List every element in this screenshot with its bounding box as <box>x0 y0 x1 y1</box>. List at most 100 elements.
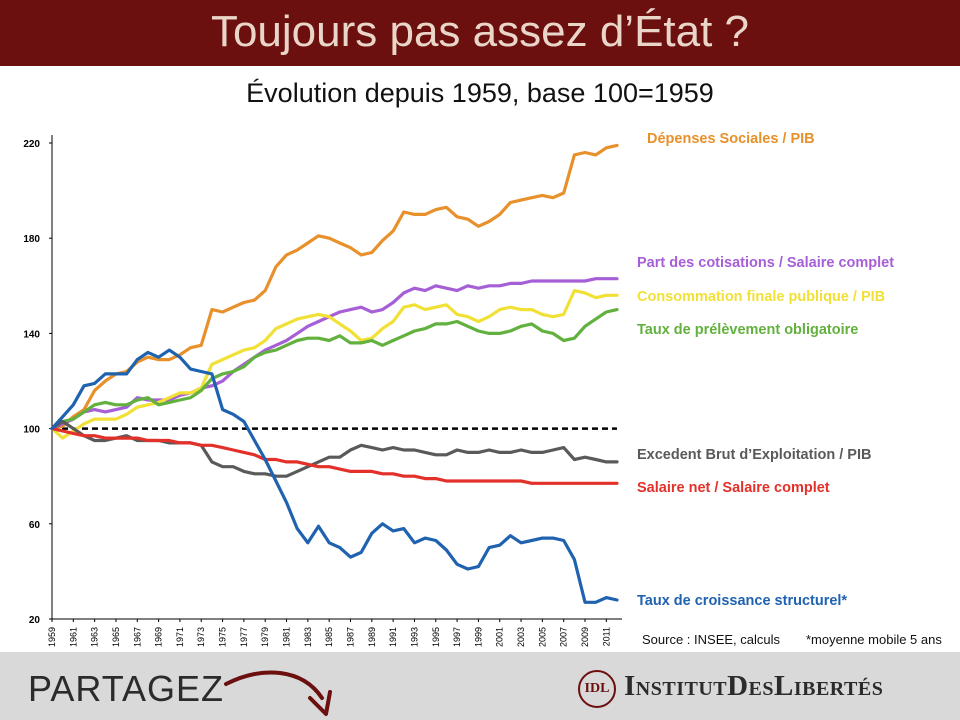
data-point <box>168 358 171 361</box>
data-point <box>360 470 363 473</box>
data-point <box>136 398 139 402</box>
data-point <box>562 313 565 316</box>
data-point <box>573 153 576 157</box>
data-point <box>391 229 395 233</box>
data-point <box>583 601 587 604</box>
footnote: *moyenne mobile 5 ans <box>806 632 942 647</box>
data-point <box>157 358 160 361</box>
data-point <box>338 467 341 471</box>
series-label: Salaire net / Salaire complet <box>637 480 830 496</box>
data-point <box>253 356 256 359</box>
data-point <box>391 301 395 304</box>
data-point <box>583 325 587 328</box>
data-point <box>168 439 171 442</box>
data-point <box>328 465 331 468</box>
data-point <box>146 403 150 406</box>
data-point <box>253 453 256 456</box>
data-point <box>168 441 171 445</box>
data-point <box>338 241 341 245</box>
data-point <box>221 372 224 376</box>
data-point <box>349 329 352 333</box>
data-point <box>296 339 299 342</box>
data-point <box>61 420 64 423</box>
data-point <box>445 206 448 209</box>
data-point <box>605 460 608 464</box>
data-point <box>349 448 352 452</box>
data-point <box>498 479 501 483</box>
data-point <box>136 439 139 442</box>
data-point <box>466 567 469 571</box>
data-point <box>498 544 501 547</box>
data-point <box>519 325 523 328</box>
data-point <box>114 372 118 376</box>
data-point <box>530 482 533 485</box>
data-point <box>434 322 437 326</box>
data-point <box>530 196 533 199</box>
data-point <box>615 294 619 297</box>
series-label: Dépenses Sociales / PIB <box>647 131 815 147</box>
data-point <box>253 439 256 442</box>
x-tick-label: 1961 <box>68 627 78 647</box>
x-tick-label: 1971 <box>175 627 185 647</box>
data-point <box>615 598 619 602</box>
data-point <box>285 475 288 478</box>
data-point <box>413 287 416 290</box>
data-point <box>487 284 491 287</box>
data-point <box>509 282 512 285</box>
x-tick-label: 1981 <box>282 627 292 647</box>
data-point <box>178 398 182 402</box>
data-point <box>82 434 86 437</box>
data-point <box>562 279 565 283</box>
series-label: Consommation finale publique / PIB <box>637 289 885 305</box>
data-point <box>93 382 96 385</box>
share-button[interactable]: PARTAGEZ <box>28 668 225 709</box>
data-point <box>296 527 299 530</box>
data-point <box>125 413 128 416</box>
data-point <box>370 251 373 254</box>
data-point <box>317 320 320 323</box>
data-point <box>82 384 86 387</box>
data-point <box>242 301 246 304</box>
data-point <box>445 287 448 290</box>
data-point <box>573 337 576 340</box>
data-point <box>264 339 267 342</box>
data-point <box>136 436 139 440</box>
data-point <box>370 532 373 535</box>
data-point <box>402 306 405 309</box>
x-tick-label: 1967 <box>132 627 142 647</box>
data-point <box>477 565 480 568</box>
share-arrow-icon[interactable] <box>222 658 342 718</box>
data-point <box>210 308 214 311</box>
data-point <box>285 501 288 504</box>
y-tick-label: 140 <box>23 329 40 340</box>
data-point <box>306 241 309 245</box>
data-point <box>381 448 384 452</box>
data-point <box>104 436 107 440</box>
data-point <box>423 536 427 540</box>
data-point <box>551 315 555 318</box>
data-point <box>423 327 427 330</box>
y-tick-label: 60 <box>29 520 41 531</box>
data-point <box>381 239 384 242</box>
data-point <box>477 287 480 290</box>
x-tick-label: 2003 <box>516 627 526 647</box>
data-point <box>317 234 320 237</box>
data-point <box>349 246 352 249</box>
data-point <box>114 408 118 411</box>
data-point <box>477 329 480 333</box>
data-point <box>296 332 299 335</box>
data-point <box>232 370 235 373</box>
data-point <box>114 436 118 440</box>
data-point <box>530 539 533 542</box>
data-point <box>317 525 320 528</box>
x-tick-label: 1973 <box>196 627 206 647</box>
data-point <box>573 289 576 292</box>
data-point <box>104 372 107 376</box>
data-point <box>72 417 75 421</box>
data-point <box>381 472 384 475</box>
data-point <box>498 213 501 216</box>
data-point <box>466 325 469 328</box>
data-point <box>423 477 427 480</box>
data-point <box>445 453 448 456</box>
data-point <box>146 396 150 399</box>
